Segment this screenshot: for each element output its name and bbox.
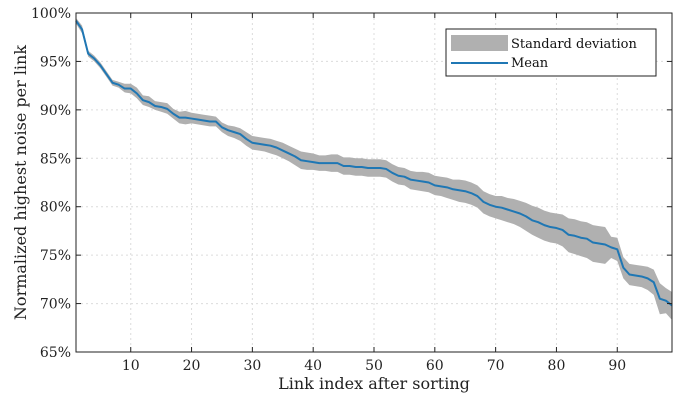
axis-ticks xyxy=(76,12,672,353)
y-tick-label: 75% xyxy=(40,248,71,264)
y-tick-label: 80% xyxy=(40,200,71,216)
y-axis-label: Normalized highest noise per link xyxy=(11,45,30,320)
x-tick-label: 70 xyxy=(487,358,505,374)
legend: Standard deviation Mean xyxy=(445,28,657,77)
x-tick-label: 20 xyxy=(183,358,201,374)
x-tick-label: 60 xyxy=(426,358,444,374)
legend-swatch-standard-deviation xyxy=(451,35,508,51)
y-tick-label: 95% xyxy=(40,54,71,70)
x-tick-label: 10 xyxy=(122,358,140,374)
y-tick-label: 65% xyxy=(40,345,71,361)
x-tick-labels: 10 20 30 40 50 60 70 80 90 xyxy=(122,358,626,374)
y-tick-label: 90% xyxy=(40,103,71,119)
legend-box xyxy=(445,28,657,77)
mean-line xyxy=(75,20,673,307)
x-tick-label: 50 xyxy=(365,358,383,374)
legend-label-mean: Mean xyxy=(511,56,549,71)
x-axis-label: Link index after sorting xyxy=(278,374,470,393)
y-tick-label: 85% xyxy=(40,151,71,167)
y-tick-label: 70% xyxy=(40,297,71,313)
x-tick-label: 40 xyxy=(304,358,322,374)
legend-label-standard-deviation: Standard deviation xyxy=(511,37,637,52)
y-tick-labels: 65% 70% 75% 80% 85% 90% 95% 100% xyxy=(31,6,71,361)
y-tick-label: 100% xyxy=(31,6,71,22)
x-tick-label: 80 xyxy=(548,358,566,374)
x-tick-label: 30 xyxy=(243,358,261,374)
x-tick-label: 90 xyxy=(608,358,626,374)
